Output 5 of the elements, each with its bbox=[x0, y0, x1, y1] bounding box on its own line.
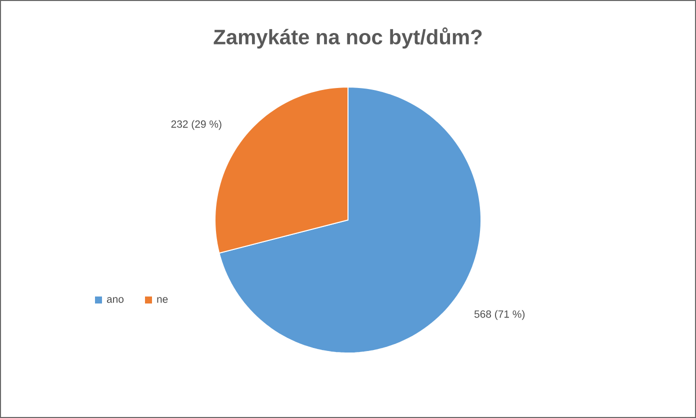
data-label: 568 (71 %) bbox=[474, 310, 525, 320]
legend-label: ne bbox=[157, 297, 168, 303]
legend-label: ano bbox=[106, 297, 124, 303]
data-label: 232 (29 %) bbox=[171, 120, 222, 130]
chart-title: Zamykáte na noc byt/dům? bbox=[214, 27, 482, 49]
